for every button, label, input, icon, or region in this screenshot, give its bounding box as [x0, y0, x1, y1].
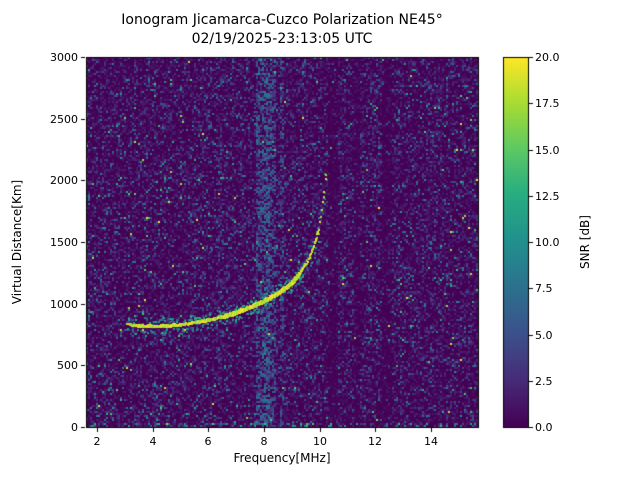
- x-axis-label: Frequency[MHz]: [233, 451, 331, 465]
- colorbar-tick-label: 10.0: [535, 236, 560, 249]
- y-tick-label: 1500: [50, 236, 78, 249]
- colorbar-tick-label: 5.0: [535, 329, 553, 342]
- colorbar-tick-label: 15.0: [535, 144, 560, 157]
- x-tick-label: 4: [149, 435, 157, 448]
- chart-title: Ionogram Jicamarca-Cuzco Polarization NE…: [121, 12, 443, 28]
- y-tick-label: 500: [57, 359, 78, 372]
- x-tick-label: 6: [204, 435, 212, 448]
- y-tick-label: 0: [71, 421, 78, 434]
- y-tick-label: 2500: [50, 113, 78, 126]
- colorbar-label: SNR [dB]: [578, 215, 592, 269]
- y-axis-label: Virtual Distance[Km]: [10, 179, 24, 305]
- x-tick-label: 12: [368, 435, 382, 448]
- x-tick-label: 8: [260, 435, 268, 448]
- colorbar-tick-label: 12.5: [535, 190, 560, 203]
- x-tick-label: 10: [313, 435, 327, 448]
- chart-subtitle: 02/19/2025-23:13:05 UTC: [191, 31, 373, 47]
- x-tick-label: 2: [93, 435, 101, 448]
- colorbar-tick-label: 0.0: [535, 421, 553, 434]
- y-tick-label: 1000: [50, 298, 78, 311]
- colorbar-tick-label: 7.5: [535, 282, 553, 295]
- x-tick-label: 14: [424, 435, 438, 448]
- colorbar-tick-label: 20.0: [535, 51, 560, 64]
- y-tick-label: 2000: [50, 174, 78, 187]
- y-tick-label: 3000: [50, 51, 78, 64]
- colorbar-tick-label: 17.5: [535, 97, 560, 110]
- colorbar-tick-label: 2.5: [535, 375, 553, 388]
